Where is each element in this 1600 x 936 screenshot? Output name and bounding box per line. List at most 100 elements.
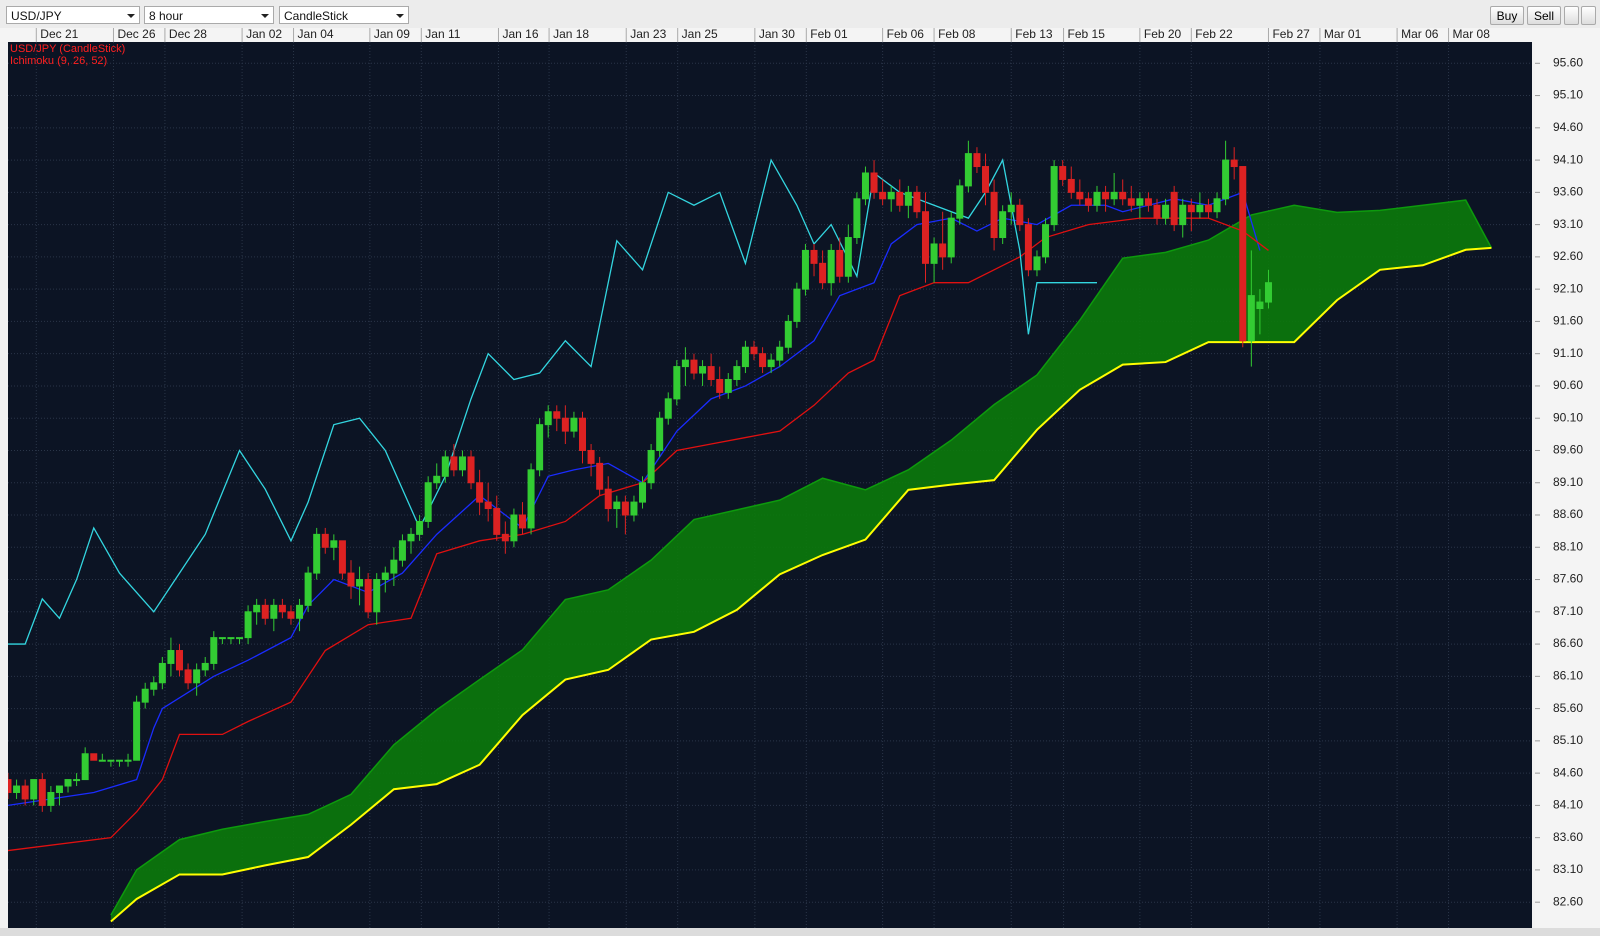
candle-body bbox=[741, 346, 749, 368]
x-tick-label: Feb 13 bbox=[1015, 28, 1053, 41]
candle-body bbox=[750, 346, 758, 355]
candle-body bbox=[227, 637, 235, 640]
candle-body bbox=[270, 604, 278, 619]
candle-body bbox=[1256, 301, 1264, 310]
candle-body bbox=[210, 637, 218, 664]
candle-body bbox=[879, 191, 887, 200]
candle-body bbox=[115, 759, 123, 762]
y-tick-label: 85.10 bbox=[1553, 733, 1583, 747]
x-tick-label: Jan 30 bbox=[759, 28, 795, 41]
interval-select[interactable]: 8 hour bbox=[144, 6, 274, 24]
candle-body bbox=[639, 482, 647, 503]
candle-body bbox=[930, 243, 938, 264]
candle-body bbox=[150, 682, 158, 690]
x-tick-label: Jan 23 bbox=[630, 28, 666, 41]
candle-body bbox=[673, 366, 681, 400]
candle-body bbox=[887, 191, 895, 200]
candle-body bbox=[218, 637, 226, 640]
candle-body bbox=[861, 172, 869, 200]
candle-body bbox=[8, 779, 12, 793]
candle-body bbox=[527, 469, 535, 529]
candle-body bbox=[1093, 191, 1101, 206]
candle-body bbox=[13, 785, 21, 793]
candle-body bbox=[390, 559, 398, 574]
candle-body bbox=[467, 456, 475, 484]
candle-body bbox=[793, 288, 801, 322]
candle-body bbox=[253, 604, 261, 613]
candle-body bbox=[30, 779, 38, 800]
x-tick-label: Mar 08 bbox=[1453, 28, 1491, 41]
candle-body bbox=[801, 249, 809, 290]
candle-body bbox=[853, 198, 861, 239]
candle-body bbox=[553, 411, 561, 419]
candle-body bbox=[844, 237, 852, 277]
senkou-b-line bbox=[110, 246, 1492, 923]
y-tick-label: 93.10 bbox=[1553, 217, 1583, 231]
x-tick-label: Feb 27 bbox=[1272, 28, 1310, 41]
candle-body bbox=[1076, 191, 1084, 200]
y-tick-label: 87.60 bbox=[1553, 572, 1583, 586]
candle-body bbox=[1067, 178, 1075, 193]
legend-entry: USD/JPY (CandleStick) bbox=[10, 43, 125, 55]
candle-body bbox=[604, 488, 612, 510]
scrollbar[interactable] bbox=[0, 928, 1600, 936]
plot-area bbox=[8, 42, 1532, 928]
x-tick-label: Feb 06 bbox=[887, 28, 925, 41]
sell-button[interactable]: Sell bbox=[1527, 6, 1561, 25]
candle-body bbox=[1162, 204, 1170, 219]
candle-body bbox=[561, 417, 569, 432]
x-tick-label: Jan 11 bbox=[425, 28, 460, 41]
buy-button[interactable]: Buy bbox=[1490, 6, 1524, 25]
y-tick-label: 88.10 bbox=[1553, 539, 1583, 553]
chart-type-select[interactable]: CandleStick bbox=[279, 6, 409, 24]
candle-body bbox=[947, 217, 955, 258]
candle-body bbox=[433, 475, 441, 484]
candle-body bbox=[424, 482, 432, 522]
candle-body bbox=[518, 514, 526, 529]
y-tick-label: 89.10 bbox=[1553, 475, 1583, 489]
candle-body bbox=[964, 153, 972, 187]
candle-body bbox=[1247, 295, 1255, 342]
candle-body bbox=[956, 185, 964, 219]
x-tick-label: Jan 09 bbox=[374, 28, 410, 41]
candle-body bbox=[536, 424, 544, 471]
candle-body bbox=[1042, 224, 1050, 258]
indicator-line bbox=[8, 191, 1261, 807]
candle-body bbox=[982, 166, 990, 193]
candle-body bbox=[193, 669, 201, 684]
candle-body bbox=[175, 650, 183, 671]
candle-body bbox=[1033, 256, 1041, 271]
candle-body bbox=[236, 637, 244, 640]
candle-body bbox=[81, 753, 89, 781]
candle-body bbox=[296, 604, 304, 619]
candle-body bbox=[767, 359, 775, 368]
tool-button[interactable] bbox=[1581, 6, 1596, 25]
candle-body bbox=[733, 366, 741, 380]
x-tick-label: Dec 28 bbox=[169, 28, 207, 41]
candle-body bbox=[1110, 191, 1118, 200]
candle-body bbox=[184, 669, 192, 684]
symbol-select[interactable]: USD/JPY bbox=[6, 6, 140, 24]
y-tick-label: 93.60 bbox=[1553, 185, 1583, 199]
candle-body bbox=[913, 191, 921, 213]
candle-body bbox=[990, 191, 998, 239]
candle-body bbox=[287, 611, 295, 619]
cloud bbox=[110, 200, 1492, 922]
candle-body bbox=[1196, 204, 1204, 213]
candle-body bbox=[570, 417, 578, 432]
y-tick-label: 86.60 bbox=[1553, 636, 1583, 650]
x-tick-label: Feb 08 bbox=[938, 28, 976, 41]
candle-body bbox=[244, 611, 252, 639]
candle-body bbox=[1204, 204, 1212, 213]
tool-button[interactable] bbox=[1564, 6, 1579, 25]
candle-body bbox=[1222, 159, 1230, 200]
candle-body bbox=[579, 417, 587, 451]
y-tick-label: 89.60 bbox=[1553, 443, 1583, 457]
candle-body bbox=[261, 604, 269, 619]
y-tick-label: 90.10 bbox=[1553, 410, 1583, 424]
x-tick-label: Mar 01 bbox=[1324, 28, 1362, 41]
x-tick-label: Jan 18 bbox=[553, 28, 589, 41]
toolbar: USD/JPY 8 hour CandleStick Buy Sell bbox=[0, 0, 1600, 29]
candle-body bbox=[1144, 198, 1152, 206]
x-tick-label: Dec 21 bbox=[40, 28, 78, 41]
